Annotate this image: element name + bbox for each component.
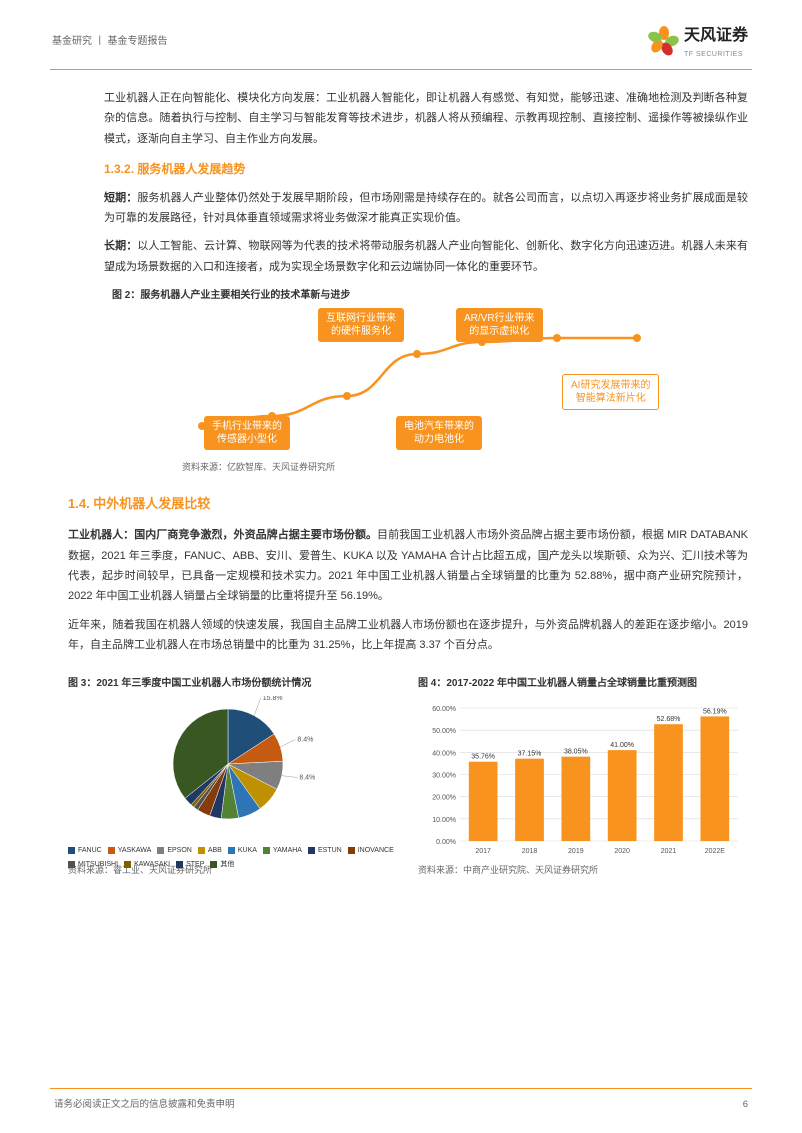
tech-pill: AI研究发展带来的智能算法新片化 — [562, 374, 659, 410]
fig4-bar-chart: 0.00% 10.00% 20.00% 30.00% 40.00% 50.00% 60.00… — [418, 696, 748, 861]
short-term-text: 服务机器人产业整体仍然处于发展早期阶段，但市场刚需是持续存在的。就各公司而言，以… — [104, 192, 748, 224]
svg-text:0.00%: 0.00% — [436, 839, 456, 846]
section-1-3-2-title: 1.3.2. 服务机器人发展趋势 — [104, 159, 748, 179]
svg-text:2022E: 2022E — [705, 848, 726, 855]
fig4-title: 图 4：2017-2022 年中国工业机器人销量占全球销量比重预测图 — [418, 675, 748, 692]
legend-item: KAWASAKI — [124, 859, 170, 871]
fig2-curve-chart: 手机行业带来的传感器小型化 互联网行业带来的硬件服务化电池汽车带来的动力电池化 AR… — [112, 308, 702, 458]
long-term-label: 长期： — [104, 240, 137, 252]
legend-item: STEP — [176, 859, 204, 871]
pie-legend: FANUC YASKAWA EPSON ABB KUKA YAMAHA ESTUN INOVA… — [68, 845, 398, 871]
legend-item: YAMAHA — [263, 845, 302, 857]
svg-text:52.68%: 52.68% — [657, 717, 681, 724]
para-1-4-a-bold: 工业机器人：国内厂商竞争激烈，外资品牌占据主要市场份额。 — [68, 529, 377, 541]
fig3-pie-chart: 15.8% 8.4% 8.4% FANUC YASKAWA EPSON ABB KUKA YA… — [68, 696, 398, 861]
svg-text:40.00%: 40.00% — [432, 751, 456, 758]
svg-text:20.00%: 20.00% — [432, 795, 456, 802]
tech-pill: 手机行业带来的传感器小型化 — [204, 416, 290, 450]
svg-text:50.00%: 50.00% — [432, 728, 456, 735]
breadcrumb: 基金研究 丨 基金专题报告 — [52, 33, 168, 50]
fig2-title: 图 2：服务机器人产业主要相关行业的技术革新与进步 — [112, 287, 748, 304]
legend-item: FANUC — [68, 845, 102, 857]
svg-text:30.00%: 30.00% — [432, 773, 456, 780]
fig4-source: 资料来源：中商产业研究院、天风证券研究所 — [418, 863, 748, 878]
legend-item: KUKA — [228, 845, 257, 857]
svg-text:37.15%: 37.15% — [518, 751, 542, 758]
legend-item: MITSUBISHI — [68, 859, 118, 871]
section-1-4-title: 1.4. 中外机器人发展比较 — [68, 493, 748, 515]
short-term-label: 短期： — [104, 192, 137, 204]
svg-text:8.4%: 8.4% — [297, 737, 313, 744]
brand-logo: 天风证券 TF SECURITIES — [650, 22, 748, 61]
short-term-para: 短期：服务机器人产业整体仍然处于发展早期阶段，但市场刚需是持续存在的。就各公司而… — [104, 188, 748, 229]
intro-paragraph: 工业机器人正在向智能化、模块化方向发展：工业机器人智能化，即让机器人有感觉、有知… — [104, 88, 748, 149]
brand-name-en: TF SECURITIES — [684, 49, 748, 61]
legend-item: 其他 — [210, 859, 234, 871]
svg-text:15.8%: 15.8% — [263, 696, 283, 702]
legend-item: ABB — [198, 845, 222, 857]
tech-pill: AR/VR行业带来的显示虚拟化 — [456, 308, 543, 342]
svg-text:8.4%: 8.4% — [299, 775, 315, 782]
para-1-4-b: 近年来，随着我国在机器人领域的快速发展，我国自主品牌工业机器人市场份额也在逐步提… — [68, 615, 748, 656]
svg-text:2019: 2019 — [568, 848, 584, 855]
legend-item: EPSON — [157, 845, 192, 857]
svg-text:2021: 2021 — [661, 848, 677, 855]
svg-text:10.00%: 10.00% — [432, 817, 456, 824]
legend-item: ESTUN — [308, 845, 342, 857]
svg-text:41.00%: 41.00% — [610, 742, 634, 749]
svg-text:35.76%: 35.76% — [471, 754, 495, 761]
bar-svg: 0.00% 10.00% 20.00% 30.00% 40.00% 50.00% 60.00… — [418, 696, 748, 861]
page-number: 6 — [743, 1097, 748, 1113]
brand-name-cn: 天风证券 — [684, 22, 748, 49]
legend-item: YASKAWA — [108, 845, 152, 857]
svg-text:2017: 2017 — [475, 848, 491, 855]
footer-disclaimer: 请务必阅读正文之后的信息披露和免责申明 — [54, 1097, 235, 1113]
long-term-para: 长期：以人工智能、云计算、物联网等为代表的技术将带动服务机器人产业向智能化、创新… — [104, 236, 748, 277]
page-header: 基金研究 丨 基金专题报告 天风证券 TF SECURITIES — [0, 0, 802, 67]
legend-item: INOVANCE — [348, 845, 394, 857]
svg-text:38.05%: 38.05% — [564, 749, 588, 756]
long-term-text: 以人工智能、云计算、物联网等为代表的技术将带动服务机器人产业向智能化、创新化、数… — [104, 240, 748, 272]
pie-svg: 15.8% 8.4% 8.4% — [68, 696, 398, 836]
fig3-title: 图 3：2021 年三季度中国工业机器人市场份额统计情况 — [68, 675, 398, 692]
svg-text:56.19%: 56.19% — [703, 709, 727, 716]
tech-pill: 互联网行业带来的硬件服务化 — [318, 308, 404, 342]
page-footer: 请务必阅读正文之后的信息披露和免责申明 6 — [0, 1088, 802, 1133]
tech-pill: 电池汽车带来的动力电池化 — [396, 416, 482, 450]
para-1-4-a: 工业机器人：国内厂商竞争激烈，外资品牌占据主要市场份额。目前我国工业机器人市场外… — [68, 525, 748, 606]
svg-text:60.00%: 60.00% — [432, 706, 456, 713]
flower-icon — [650, 28, 678, 56]
svg-text:2018: 2018 — [522, 848, 538, 855]
svg-text:2020: 2020 — [614, 848, 630, 855]
